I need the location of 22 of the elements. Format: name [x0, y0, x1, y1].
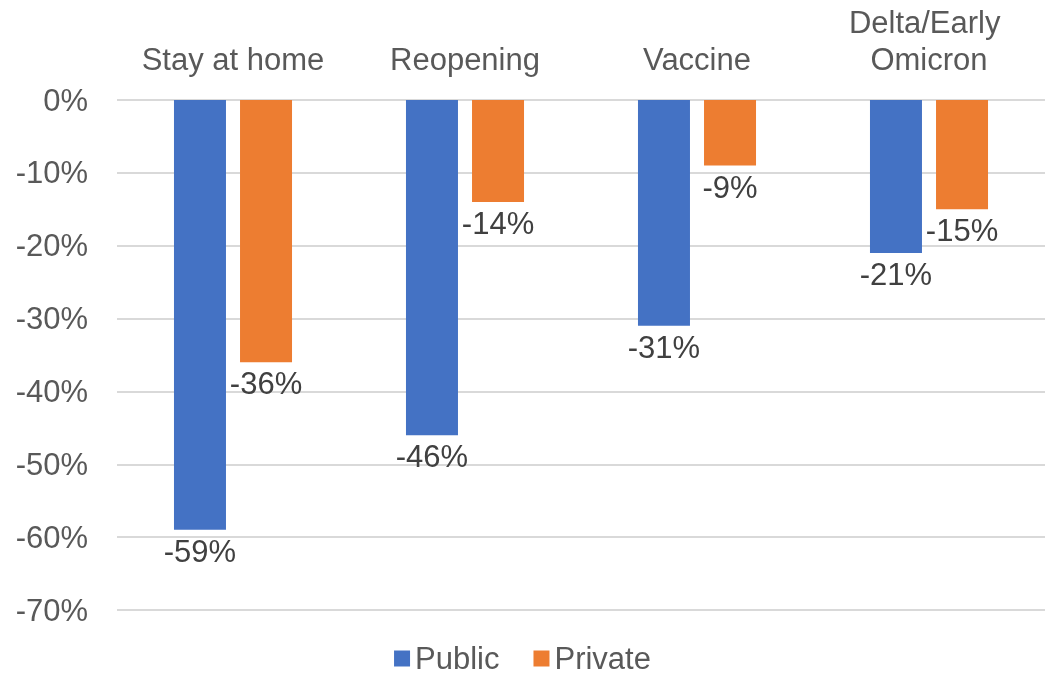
data-label: -46%: [395, 439, 469, 475]
x-tick-label: Stay at home: [141, 42, 325, 77]
data-label: -31%: [627, 329, 701, 365]
data-label: -59%: [163, 533, 237, 569]
y-tick-label: -20%: [15, 228, 88, 264]
data-label: -21%: [859, 257, 933, 292]
data-label: -36%: [229, 366, 303, 402]
legend-label: Public: [415, 641, 500, 676]
y-tick-label: -70%: [15, 592, 88, 628]
x-tick-label: Vaccine: [643, 42, 751, 77]
data-label: -15%: [925, 213, 999, 249]
y-tick-label: -30%: [15, 301, 88, 337]
y-tick-label: -10%: [15, 155, 88, 191]
x-tick-label: Delta/Early Omicron: [848, 5, 1010, 77]
y-tick-label: -60%: [15, 519, 88, 555]
y-tick-label: 0%: [43, 82, 88, 118]
data-label: -14%: [461, 206, 535, 241]
y-tick-label: -40%: [15, 373, 88, 409]
y-tick-label: -50%: [15, 446, 88, 482]
legend-label: Private: [554, 641, 651, 676]
data-label: -9%: [702, 169, 758, 205]
x-tick-label: Reopening: [390, 42, 540, 77]
